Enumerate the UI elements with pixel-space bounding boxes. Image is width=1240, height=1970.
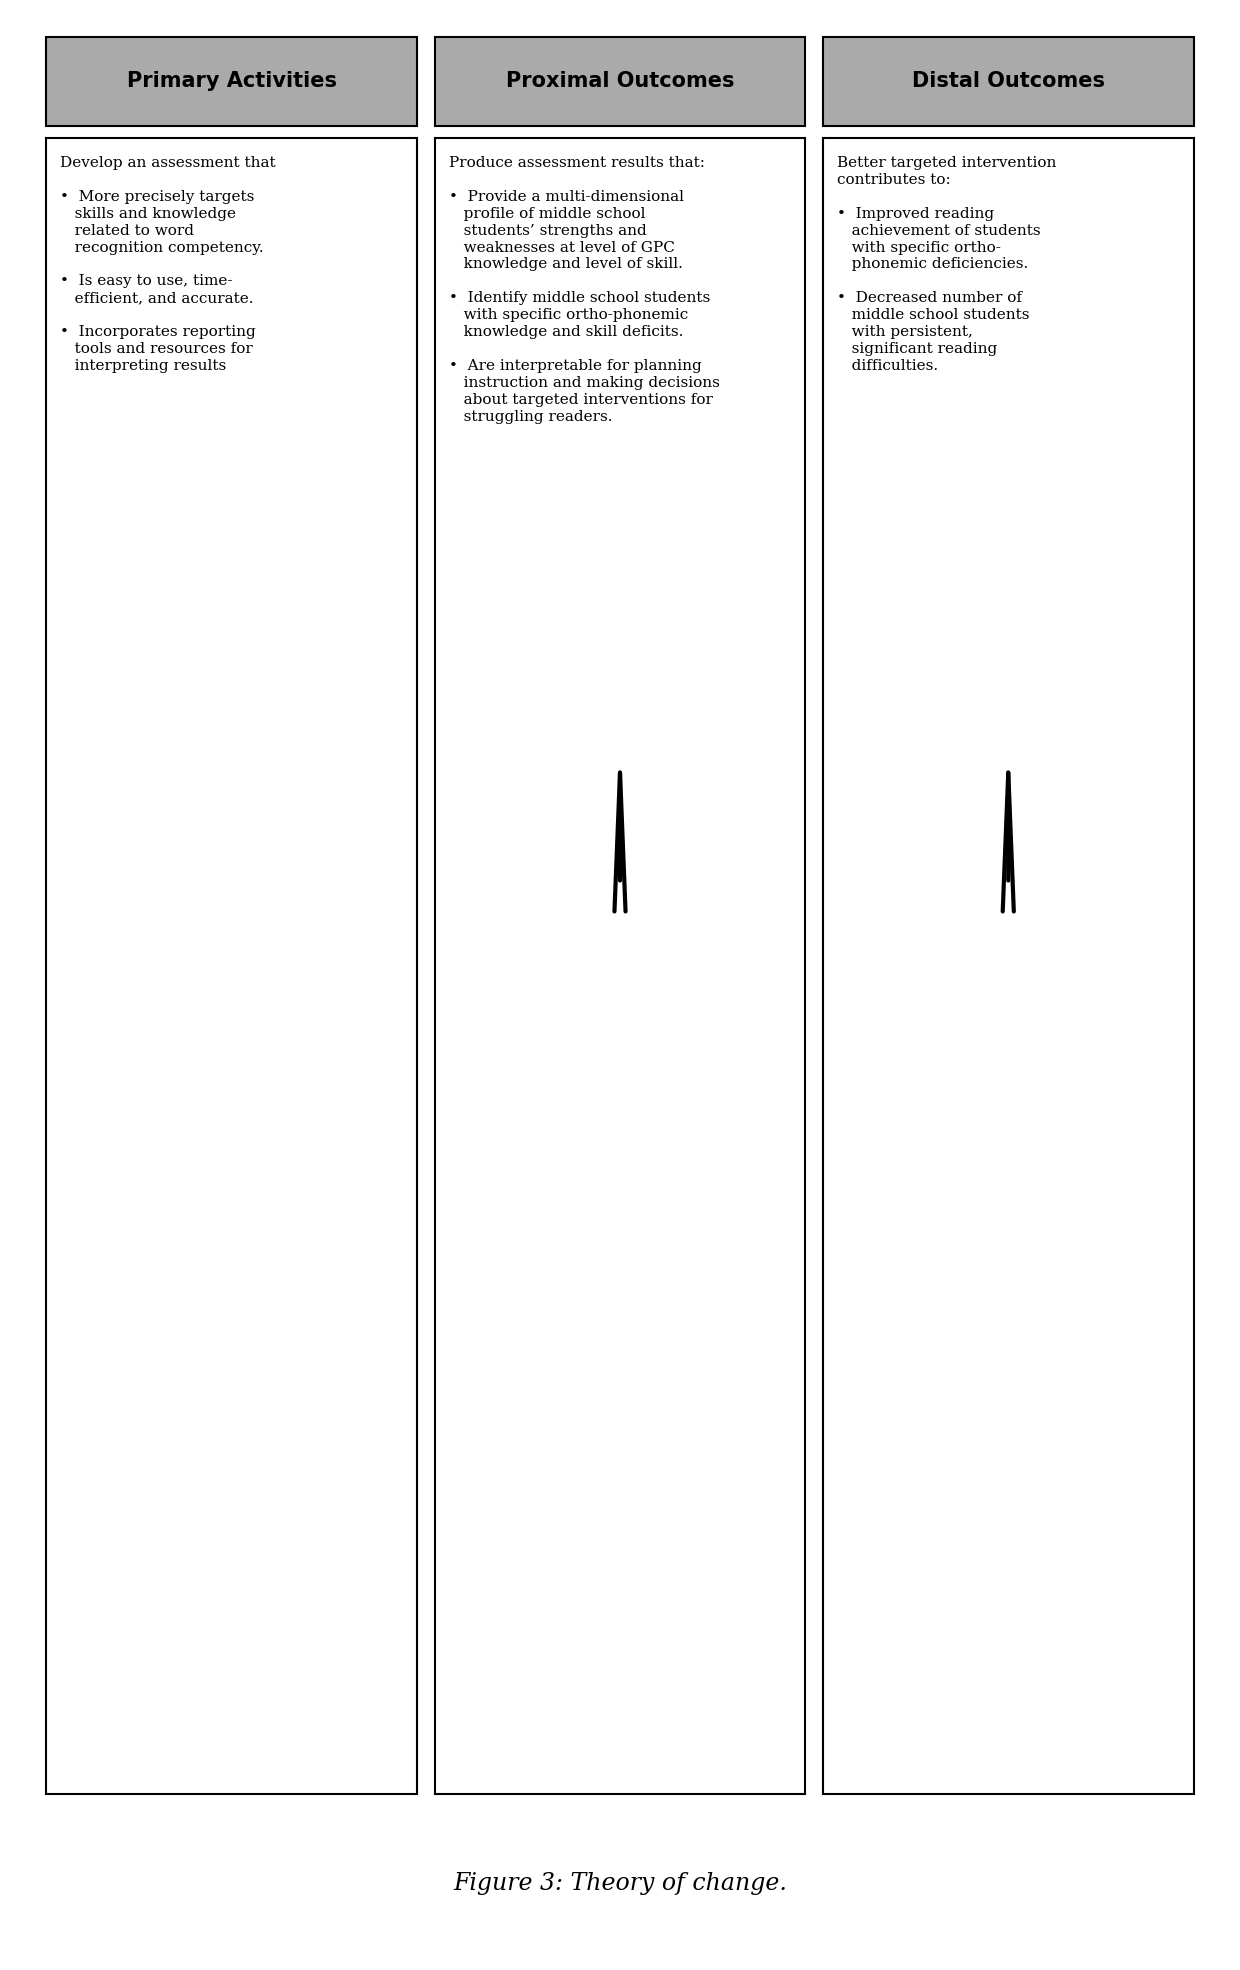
Text: with specific ortho-phonemic: with specific ortho-phonemic (449, 307, 688, 323)
Text: •  Are interpretable for planning: • Are interpretable for planning (449, 359, 702, 372)
Text: •  Improved reading: • Improved reading (837, 207, 994, 221)
Text: •  Decreased number of: • Decreased number of (837, 292, 1022, 305)
Text: •  Identify middle school students: • Identify middle school students (449, 292, 709, 305)
Text: recognition competency.: recognition competency. (61, 240, 264, 254)
Text: Distal Outcomes: Distal Outcomes (911, 71, 1105, 91)
Text: students’ strengths and: students’ strengths and (449, 225, 646, 238)
Text: related to word: related to word (61, 225, 195, 238)
Text: Figure 3: Theory of change.: Figure 3: Theory of change. (453, 1872, 787, 1895)
Bar (46, 138, 417, 1795)
Text: difficulties.: difficulties. (837, 359, 937, 372)
Text: struggling readers.: struggling readers. (449, 410, 613, 424)
Text: contributes to:: contributes to: (837, 173, 951, 187)
Text: middle school students: middle school students (837, 307, 1029, 323)
Text: knowledge and skill deficits.: knowledge and skill deficits. (449, 325, 683, 339)
Text: •  Provide a multi-dimensional: • Provide a multi-dimensional (449, 189, 683, 203)
Text: •  Incorporates reporting: • Incorporates reporting (61, 325, 257, 339)
Text: instruction and making decisions: instruction and making decisions (449, 376, 719, 390)
Text: tools and resources for: tools and resources for (61, 343, 253, 357)
Text: Primary Activities: Primary Activities (126, 71, 337, 91)
Bar (435, 138, 805, 1795)
Text: •  More precisely targets: • More precisely targets (61, 189, 254, 203)
Bar (823, 138, 1194, 1795)
Text: Proximal Outcomes: Proximal Outcomes (506, 71, 734, 91)
Text: with persistent,: with persistent, (837, 325, 972, 339)
Bar (435, 37, 805, 126)
Text: with specific ortho-: with specific ortho- (837, 240, 1001, 254)
Text: about targeted interventions for: about targeted interventions for (449, 392, 713, 408)
Text: Better targeted intervention: Better targeted intervention (837, 156, 1056, 169)
Bar (823, 37, 1194, 126)
Text: interpreting results: interpreting results (61, 359, 227, 372)
Text: •  Is easy to use, time-: • Is easy to use, time- (61, 274, 233, 288)
Bar (46, 37, 417, 126)
Text: profile of middle school: profile of middle school (449, 207, 645, 221)
Text: phonemic deficiencies.: phonemic deficiencies. (837, 258, 1028, 272)
Text: Develop an assessment that: Develop an assessment that (61, 156, 277, 169)
Text: efficient, and accurate.: efficient, and accurate. (61, 292, 254, 305)
Text: significant reading: significant reading (837, 343, 997, 357)
Text: skills and knowledge: skills and knowledge (61, 207, 237, 221)
Text: knowledge and level of skill.: knowledge and level of skill. (449, 258, 682, 272)
Text: achievement of students: achievement of students (837, 225, 1040, 238)
Text: Produce assessment results that:: Produce assessment results that: (449, 156, 704, 169)
Text: weaknesses at level of GPC: weaknesses at level of GPC (449, 240, 675, 254)
